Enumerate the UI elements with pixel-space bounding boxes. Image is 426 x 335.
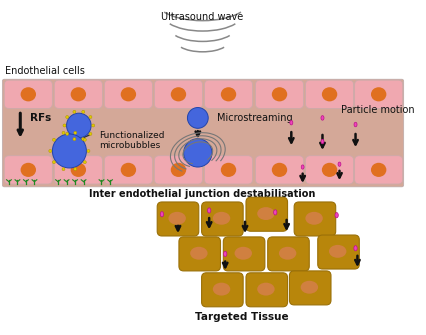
Ellipse shape [320,139,323,144]
Ellipse shape [353,246,357,251]
FancyBboxPatch shape [267,237,308,271]
Ellipse shape [370,163,386,177]
Circle shape [49,149,52,152]
Ellipse shape [334,213,337,218]
FancyBboxPatch shape [255,156,303,184]
Ellipse shape [300,281,317,294]
Text: Particle motion: Particle motion [340,106,414,115]
FancyBboxPatch shape [245,273,287,307]
Circle shape [63,124,66,127]
FancyBboxPatch shape [354,80,402,109]
Circle shape [74,131,77,134]
Ellipse shape [271,163,287,177]
Circle shape [52,161,55,164]
Ellipse shape [320,116,323,120]
Ellipse shape [256,207,274,220]
Circle shape [81,138,85,141]
Ellipse shape [300,165,303,169]
Circle shape [89,116,92,119]
FancyBboxPatch shape [317,235,358,269]
Circle shape [73,138,76,141]
Circle shape [74,168,77,171]
Circle shape [62,131,65,134]
Text: Ultrasound wave: Ultrasound wave [161,12,243,22]
FancyBboxPatch shape [54,80,102,109]
FancyBboxPatch shape [154,156,202,184]
Circle shape [83,161,86,164]
FancyBboxPatch shape [154,80,202,109]
FancyBboxPatch shape [201,202,242,236]
Circle shape [66,113,91,138]
FancyBboxPatch shape [201,273,242,307]
Ellipse shape [20,87,36,102]
Text: Functionalized
microbubbles: Functionalized microbubbles [98,131,164,150]
Ellipse shape [190,247,207,260]
Ellipse shape [234,247,251,260]
Text: Microstreaming: Microstreaming [216,113,292,123]
Circle shape [62,168,65,171]
Ellipse shape [20,163,36,177]
FancyBboxPatch shape [204,80,252,109]
Ellipse shape [70,87,86,102]
FancyBboxPatch shape [294,202,335,236]
Ellipse shape [278,247,296,260]
Ellipse shape [212,212,230,225]
Ellipse shape [223,251,226,257]
FancyBboxPatch shape [354,156,402,184]
Ellipse shape [273,210,276,215]
FancyBboxPatch shape [305,156,353,184]
Circle shape [52,134,86,168]
Ellipse shape [207,208,210,213]
Ellipse shape [328,245,345,258]
Ellipse shape [289,120,292,125]
Ellipse shape [305,212,322,225]
FancyBboxPatch shape [223,237,264,271]
Ellipse shape [271,87,287,102]
Circle shape [66,132,69,135]
Circle shape [87,149,90,152]
Circle shape [81,110,85,113]
FancyBboxPatch shape [255,80,303,109]
FancyBboxPatch shape [204,156,252,184]
Text: Targeted Tissue: Targeted Tissue [195,313,288,323]
FancyBboxPatch shape [245,197,287,231]
FancyBboxPatch shape [54,156,102,184]
Ellipse shape [170,87,186,102]
Ellipse shape [212,283,230,295]
Circle shape [187,108,208,128]
Circle shape [73,110,76,113]
Circle shape [66,116,69,119]
Ellipse shape [121,163,136,177]
FancyBboxPatch shape [305,80,353,109]
Text: RFs: RFs [30,113,51,123]
Ellipse shape [370,87,386,102]
FancyBboxPatch shape [4,156,52,184]
FancyBboxPatch shape [289,271,330,305]
Ellipse shape [353,122,356,127]
Ellipse shape [170,163,186,177]
Ellipse shape [70,163,86,177]
Circle shape [92,124,95,127]
Ellipse shape [168,212,185,225]
Circle shape [52,138,55,141]
Ellipse shape [121,87,136,102]
Circle shape [83,138,86,141]
Ellipse shape [256,283,274,295]
FancyBboxPatch shape [4,80,52,109]
FancyBboxPatch shape [2,79,403,187]
Ellipse shape [220,87,236,102]
Circle shape [183,139,211,167]
Ellipse shape [321,87,337,102]
Text: Inter endothelial junction destabilisation: Inter endothelial junction destabilisati… [89,189,315,199]
Ellipse shape [220,163,236,177]
Ellipse shape [337,162,340,166]
Ellipse shape [160,212,163,217]
Ellipse shape [321,163,337,177]
FancyBboxPatch shape [104,156,152,184]
Circle shape [89,132,92,135]
FancyBboxPatch shape [157,202,198,236]
Text: Endothelial cells: Endothelial cells [5,66,85,76]
FancyBboxPatch shape [104,80,152,109]
FancyBboxPatch shape [178,237,220,271]
